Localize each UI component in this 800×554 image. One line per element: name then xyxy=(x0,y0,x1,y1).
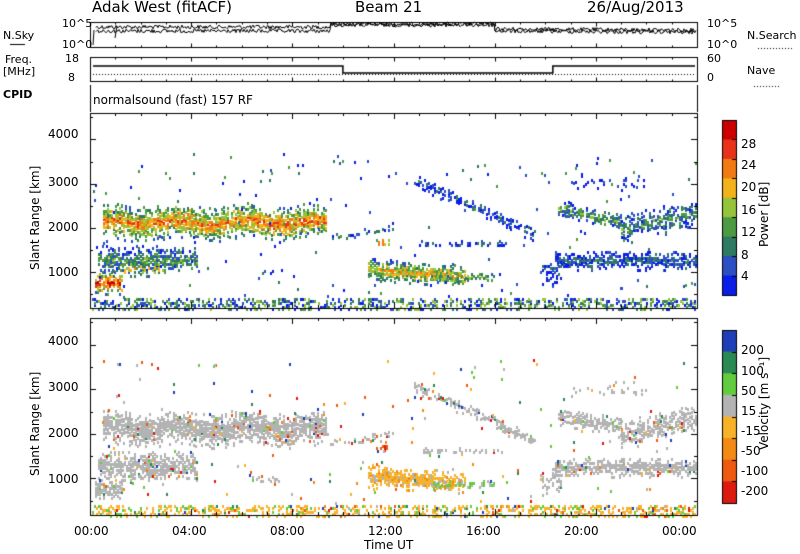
power-cb-16: 16 xyxy=(741,203,757,217)
xtick-4: 16:00 xyxy=(466,524,501,538)
power-ylabel: Slant Range [km] xyxy=(28,165,42,270)
velocity-ytick-2000: 2000 xyxy=(48,426,79,440)
xtick-6: 00:00 xyxy=(662,524,697,538)
power-ytick-4000: 4000 xyxy=(48,127,79,141)
nsky-label: N.Sky xyxy=(3,29,35,42)
velocity-cb-100: 100 xyxy=(741,364,764,378)
power-cb-24: 24 xyxy=(741,158,757,172)
velocity-ytick-4000: 4000 xyxy=(48,334,79,348)
power-colorbar-label: Power [dB] xyxy=(757,181,771,247)
cpid-value: normalsound (fast) 157 RF xyxy=(93,93,253,107)
beam-label: Beam 21 xyxy=(355,0,423,16)
velocity-cb-m50: -50 xyxy=(741,444,761,458)
xtick-2: 08:00 xyxy=(270,524,305,538)
velocity-cb-m200: -200 xyxy=(741,484,769,498)
nave-label: Nave xyxy=(747,64,776,77)
power-ytick-1000: 1000 xyxy=(48,265,79,279)
velocity-cb-15: 15 xyxy=(741,404,757,418)
velocity-ytick-3000: 3000 xyxy=(48,380,79,394)
velocity-cb-50: 50 xyxy=(741,384,757,398)
xtick-1: 04:00 xyxy=(172,524,207,538)
date-label: 26/Aug/2013 xyxy=(587,0,684,16)
cpid-label: CPID xyxy=(3,88,33,101)
xtick-3: 12:00 xyxy=(368,524,403,538)
power-cb-20: 20 xyxy=(741,180,757,194)
power-cb-8: 8 xyxy=(741,248,749,262)
power-cb-12: 12 xyxy=(741,225,757,239)
velocity-cb-m15: -15 xyxy=(741,424,761,438)
station-title: Adak West (fitACF) xyxy=(92,0,232,16)
power-ytick-3000: 3000 xyxy=(48,175,79,189)
xtick-5: 20:00 xyxy=(564,524,599,538)
xlabel: Time UT xyxy=(364,538,414,552)
power-ytick-2000: 2000 xyxy=(48,220,79,234)
velocity-cb-m100: -100 xyxy=(741,464,769,478)
nsearch-tick-bottom: 10^0 xyxy=(707,38,738,51)
nsky-tick-bottom: 10^0 xyxy=(62,38,93,51)
nave-tick-bottom: 0 xyxy=(707,71,714,84)
freq-label-2: [MHz] xyxy=(3,65,36,78)
nsky-tick-top: 10^5 xyxy=(62,17,93,30)
power-cb-4: 4 xyxy=(741,269,749,283)
nave-tick-top: 60 xyxy=(707,52,721,65)
nsearch-tick-top: 10^5 xyxy=(707,17,738,30)
velocity-cb-200: 200 xyxy=(741,343,764,357)
xtick-0: 00:00 xyxy=(74,524,109,538)
freq-label-1: Freq. xyxy=(5,53,33,66)
velocity-colorbar-label: Velocity [m s⁻¹] xyxy=(757,356,771,450)
velocity-ytick-1000: 1000 xyxy=(48,472,79,486)
velocity-ylabel: Slant Range [km] xyxy=(28,371,42,476)
power-cb-28: 28 xyxy=(741,137,757,151)
freq-tick-bottom: 8 xyxy=(68,71,75,84)
nsearch-label: N.Search xyxy=(747,29,797,42)
freq-tick-top: 18 xyxy=(65,52,79,65)
